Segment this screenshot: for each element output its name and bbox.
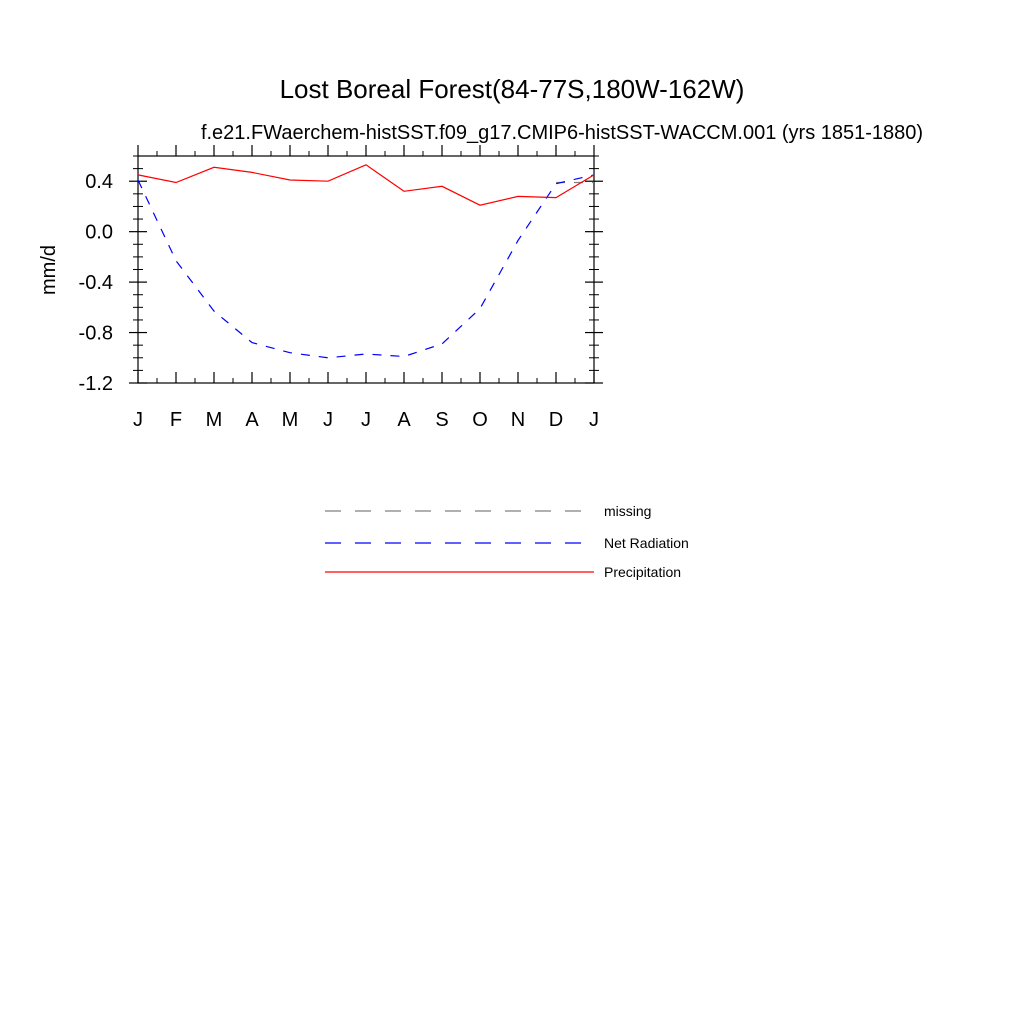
y-tick-label: 0.0	[85, 222, 113, 244]
precipitation-line	[137, 164, 595, 206]
x-tick-label: M	[282, 409, 299, 431]
legend: missing Net Radiation Precipitation	[325, 503, 689, 580]
legend-label: missing	[604, 503, 651, 519]
x-tick-label: A	[397, 409, 411, 431]
x-tick-label: J	[361, 409, 371, 431]
x-tick-label: F	[170, 409, 182, 431]
x-tick-label: A	[245, 409, 259, 431]
legend-label: Precipitation	[604, 564, 681, 580]
y-tick-label: -0.4	[79, 272, 113, 294]
chart-title: Lost Boreal Forest(84-77S,180W-162W)	[280, 74, 745, 104]
chart-subtitle: f.e21.FWaerchem-histSST.f09_g17.CMIP6-hi…	[201, 122, 923, 144]
x-tick-label: J	[133, 409, 143, 431]
legend-label: Net Radiation	[604, 535, 689, 551]
net-radiation-line	[137, 174, 595, 359]
axis-ticks: J F M A M J J A S O N D J-1.2-0.8-0.40.00.4	[79, 145, 603, 431]
x-tick-label: N	[511, 409, 525, 431]
y-axis-label: mm/d	[38, 245, 60, 295]
plot-frame	[137, 155, 595, 384]
series-layer	[137, 164, 595, 359]
x-tick-label: M	[206, 409, 223, 431]
y-tick-label: -0.8	[79, 323, 113, 345]
x-tick-label: O	[472, 409, 488, 431]
x-tick-label: S	[435, 409, 448, 431]
y-tick-label: 0.4	[85, 171, 113, 193]
x-tick-label: D	[549, 409, 563, 431]
x-tick-label: J	[589, 409, 599, 431]
x-tick-label: J	[323, 409, 333, 431]
y-tick-label: -1.2	[79, 373, 113, 395]
